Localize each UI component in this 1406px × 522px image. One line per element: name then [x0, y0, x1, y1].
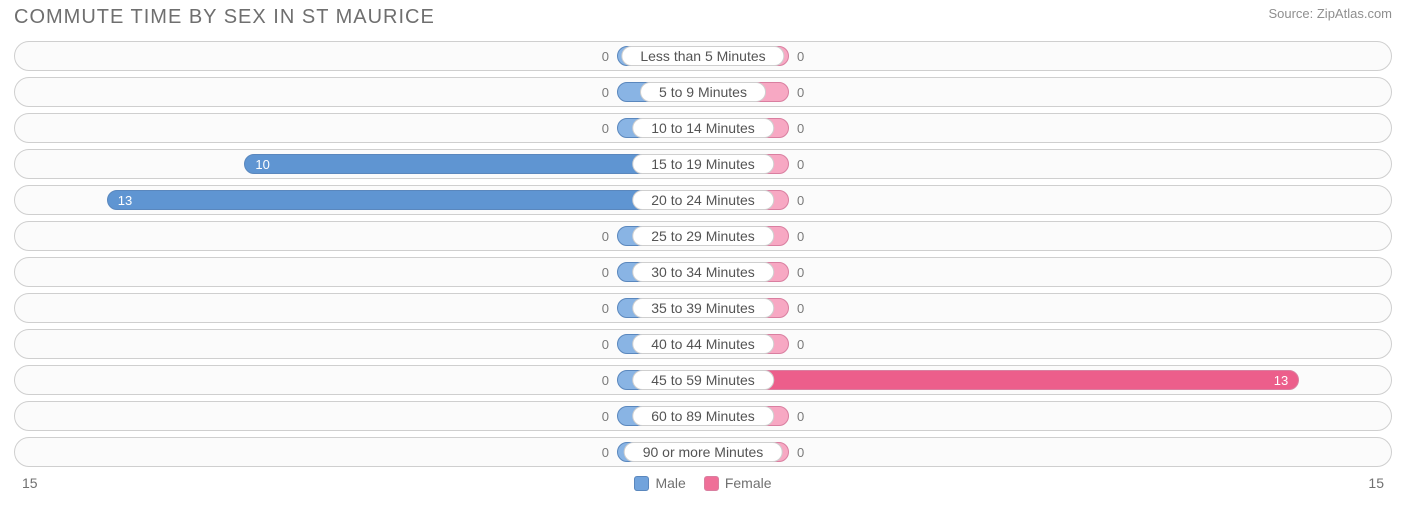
chart-footer: 15 Male Female 15: [0, 473, 1406, 491]
male-value: 0: [587, 438, 617, 466]
chart-row: 0 0 90 or more Minutes: [14, 437, 1392, 467]
chart-header: COMMUTE TIME BY SEX IN ST MAURICE Source…: [0, 0, 1406, 31]
chart-row: 0 13 45 to 59 Minutes: [14, 365, 1392, 395]
chart-row: 0 0 60 to 89 Minutes: [14, 401, 1392, 431]
chart-title: COMMUTE TIME BY SEX IN ST MAURICE: [14, 6, 435, 29]
male-value: 0: [587, 402, 617, 430]
female-value: 0: [789, 294, 819, 322]
legend-item: Male: [634, 475, 685, 491]
male-value: 0: [587, 78, 617, 106]
female-value: 0: [789, 222, 819, 250]
chart-area: 00Less than 5 Minutes005 to 9 Minutes001…: [0, 31, 1406, 467]
female-value: 0: [789, 42, 819, 70]
female-value: 0: [789, 114, 819, 142]
category-label: 30 to 34 Minutes: [632, 262, 774, 282]
axis-max-right: 15: [1368, 475, 1384, 491]
male-value: 13: [118, 193, 132, 208]
legend-swatch: [704, 476, 719, 491]
male-value: 0: [587, 330, 617, 358]
female-bar: 13: [703, 370, 1299, 390]
female-value: 0: [789, 258, 819, 286]
female-value: 13: [1274, 373, 1288, 388]
female-value: 0: [789, 186, 819, 214]
category-label: 45 to 59 Minutes: [632, 370, 774, 390]
female-value: 0: [789, 402, 819, 430]
chart-row: 13 0 20 to 24 Minutes: [14, 185, 1392, 215]
male-bar: 13: [107, 190, 703, 210]
female-value: 0: [789, 438, 819, 466]
category-label: 40 to 44 Minutes: [632, 334, 774, 354]
legend-label: Male: [655, 475, 685, 491]
female-value: 0: [789, 78, 819, 106]
chart-row: 0 0 30 to 34 Minutes: [14, 257, 1392, 287]
category-label: 15 to 19 Minutes: [632, 154, 774, 174]
category-label: 10 to 14 Minutes: [632, 118, 774, 138]
category-label: Less than 5 Minutes: [621, 46, 784, 66]
legend: Male Female: [634, 475, 771, 491]
legend-swatch: [634, 476, 649, 491]
chart-row: 0 0 35 to 39 Minutes: [14, 293, 1392, 323]
male-value: 0: [587, 222, 617, 250]
chart-row: 0 0 25 to 29 Minutes: [14, 221, 1392, 251]
category-label: 25 to 29 Minutes: [632, 226, 774, 246]
category-label: 5 to 9 Minutes: [640, 82, 766, 102]
male-value: 0: [587, 114, 617, 142]
male-value: 0: [587, 294, 617, 322]
legend-item: Female: [704, 475, 772, 491]
chart-row: 0 0 40 to 44 Minutes: [14, 329, 1392, 359]
male-value: 0: [587, 42, 617, 70]
category-label: 35 to 39 Minutes: [632, 298, 774, 318]
male-value: 10: [255, 157, 269, 172]
chart-source: Source: ZipAtlas.com: [1268, 6, 1392, 21]
axis-max-left: 15: [22, 475, 38, 491]
female-value: 0: [789, 330, 819, 358]
category-label: 60 to 89 Minutes: [632, 406, 774, 426]
legend-label: Female: [725, 475, 772, 491]
category-label: 90 or more Minutes: [624, 442, 783, 462]
female-value: 0: [789, 150, 819, 178]
chart-row: 10 0 15 to 19 Minutes: [14, 149, 1392, 179]
chart-row: 0 0 10 to 14 Minutes: [14, 113, 1392, 143]
chart-row: 0 0 5 to 9 Minutes: [14, 77, 1392, 107]
category-label: 20 to 24 Minutes: [632, 190, 774, 210]
male-value: 0: [587, 258, 617, 286]
male-value: 0: [587, 366, 617, 394]
chart-row: 0 0Less than 5 Minutes: [14, 41, 1392, 71]
